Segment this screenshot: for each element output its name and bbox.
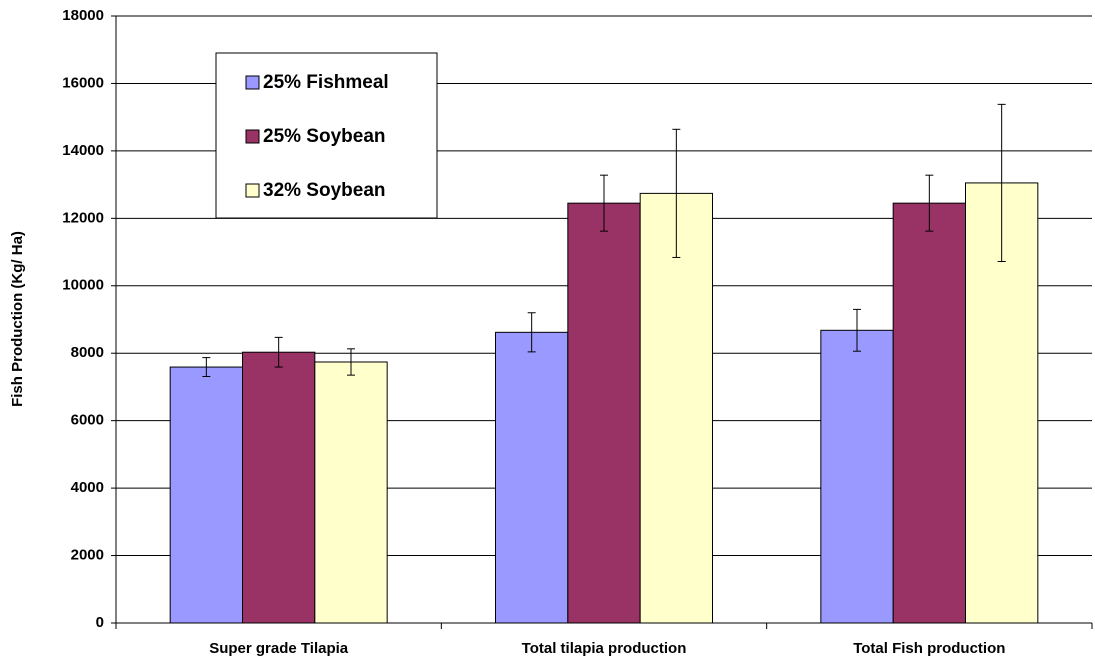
error-bar	[274, 336, 283, 368]
y-tick-label: 12000	[62, 209, 104, 226]
x-tick-label: Super grade Tilapia	[209, 640, 349, 657]
bar	[892, 202, 966, 624]
y-tick-label: 4000	[71, 479, 104, 496]
bar	[820, 329, 894, 624]
legend-label: 32% Soybean	[263, 180, 386, 201]
error-bar	[997, 103, 1006, 262]
error-bar	[600, 174, 608, 232]
y-tick-label: 18000	[62, 7, 104, 24]
legend-swatch	[245, 183, 260, 198]
bar	[314, 361, 388, 624]
y-tick-label: 2000	[71, 547, 104, 564]
error-bar	[925, 174, 934, 232]
y-tick-label: 16000	[62, 74, 104, 91]
error-bar	[202, 357, 211, 377]
error-bar	[346, 348, 355, 376]
y-tick-label: 0	[96, 614, 104, 631]
legend-label: 25% Soybean	[263, 126, 386, 147]
bar	[242, 351, 316, 624]
legend-swatch	[245, 75, 260, 90]
bar	[169, 366, 244, 624]
y-axis-title: Fish Production (Kg/ Ha)	[9, 231, 26, 407]
x-tick-label: Total Fish production	[853, 640, 1005, 657]
y-tick-label: 10000	[62, 277, 104, 294]
legend-swatch	[245, 129, 260, 144]
error-bar	[672, 128, 681, 258]
legend-label: 25% Fishmeal	[263, 72, 389, 93]
bar	[567, 202, 641, 624]
x-tick-label: Total tilapia production	[522, 640, 687, 657]
error-bar	[527, 312, 536, 353]
y-tick-label: 8000	[71, 344, 104, 361]
error-bar	[853, 308, 862, 352]
bar	[495, 331, 569, 624]
y-tick-label: 14000	[62, 142, 104, 159]
y-tick-label: 6000	[71, 412, 104, 429]
